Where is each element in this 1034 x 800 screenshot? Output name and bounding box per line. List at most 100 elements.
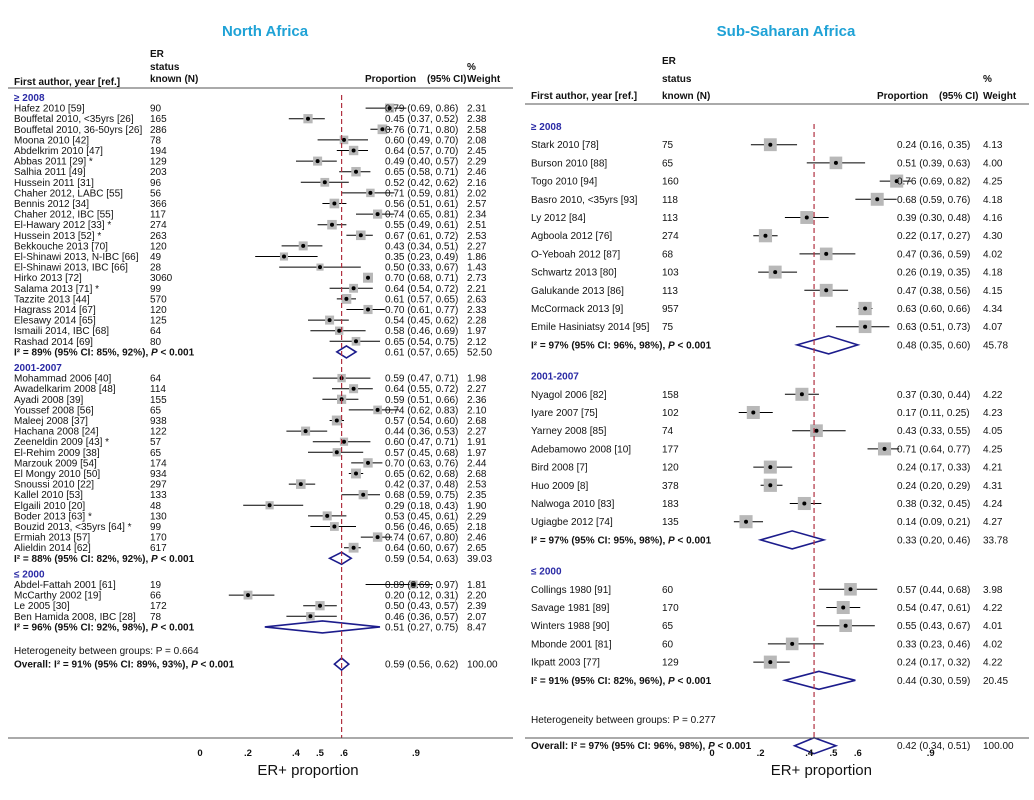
study-n: 75 (662, 140, 674, 151)
weight-value: 2.29 (467, 157, 487, 168)
study-n: 366 (150, 199, 167, 210)
study-row: Adebamowo 2008 [10] 177 0.71 (0.64, 0.77) 4… (531, 442, 1003, 456)
subgroup-summary-row: I² = 97% (95% CI: 95%, 98%), P < 0.001 0.… (531, 530, 1008, 550)
study-row: Elesawy 2014 [65] 125 0.54 (0.45, 0.62) 2.2… (14, 315, 487, 327)
ci-value: 0.59 (0.51, 0.66) (385, 395, 458, 406)
subgroup-summary-row: I² = 96% (95% CI: 92%, 98%), P < 0.001 0.… (14, 620, 487, 634)
point-estimate (246, 593, 250, 598)
study-n: 130 (150, 511, 167, 522)
point-estimate (375, 212, 380, 217)
study-n: 80 (150, 337, 162, 348)
column-header-percent: % (467, 62, 476, 73)
point-estimate (351, 148, 356, 153)
study-row: Hussein 2011 [31] 96 0.52 (0.42, 0.62) 2.16 (14, 178, 487, 189)
study-row: Maleej 2008 [37] 938 0.57 (0.54, 0.60) 2.68 (14, 415, 487, 427)
study-name: Rashad 2014 [69] (14, 337, 93, 348)
study-name: Ugiagbe 2012 [74] (531, 517, 613, 528)
point-estimate (325, 513, 330, 518)
study-n: 160 (662, 177, 679, 188)
study-n: 65 (662, 621, 674, 632)
ci-value: 0.43 (0.33, 0.55) (897, 426, 970, 437)
study-name: Bouffetal 2010, 36-50yrs [26] (14, 125, 142, 136)
summary-weight-value: 20.45 (983, 676, 1008, 687)
study-row: Rashad 2014 [69] 80 0.65 (0.54, 0.75) 2.12 (14, 337, 487, 348)
point-estimate (802, 501, 807, 506)
study-name: Emile Hasiniatsy 2014 [95] (531, 322, 650, 333)
study-row: El Mongy 2010 [50] 934 0.65 (0.62, 0.68) 2.… (14, 468, 487, 480)
x-tick-label: .2 (244, 748, 252, 759)
study-n: 133 (150, 490, 167, 501)
study-row: Collings 1980 [91] 60 0.57 (0.44, 0.68) 3.9… (531, 583, 1003, 596)
ci-value: 0.59 (0.47, 0.71) (385, 374, 458, 385)
overall-weight-value: 100.00 (467, 660, 498, 671)
study-n: 570 (150, 294, 167, 305)
point-estimate (875, 197, 880, 202)
point-estimate (342, 137, 346, 142)
point-estimate (768, 465, 773, 470)
subgroup-label: ≤ 2000 (14, 569, 45, 580)
study-row: Ben Hamida 2008, IBC [28] 78 0.46 (0.36, 0… (14, 612, 487, 623)
summary-diamond (327, 551, 353, 566)
weight-value: 4.18 (983, 195, 1003, 206)
ci-value: 0.49 (0.40, 0.57) (385, 157, 458, 168)
weight-value: 2.63 (467, 294, 487, 305)
study-n: 125 (150, 316, 167, 327)
point-estimate (744, 519, 749, 524)
weight-value: 2.53 (467, 231, 487, 242)
point-estimate (366, 460, 370, 465)
weight-value: 2.65 (467, 543, 487, 554)
study-n: 177 (662, 444, 679, 455)
weight-value: 4.02 (983, 249, 1003, 260)
study-row: Bouffetal 2010, <35yrs [26] 165 0.45 (0.37… (14, 114, 487, 125)
weight-value: 4.22 (983, 658, 1003, 669)
study-row: Hussein 2013 [52] * 263 0.67 (0.61, 0.72) 2… (14, 230, 487, 242)
weight-value: 2.36 (467, 395, 487, 406)
study-row: Burson 2010 [88] 65 0.51 (0.39, 0.63) 4.00 (531, 156, 1003, 169)
overall-row: Overall: I² = 97% (95% CI: 96%, 98%), P … (531, 736, 1014, 755)
x-tick-label: .4 (805, 748, 814, 759)
study-name: El-Hawary 2012 [33] * (14, 220, 111, 231)
point-estimate (768, 142, 773, 147)
subgroup-heterogeneity: I² = 89% (95% CI: 85%, 92%), P < 0.001 (14, 347, 195, 358)
study-n: 64 (150, 374, 162, 385)
study-n: 65 (662, 158, 674, 169)
ci-value: 0.24 (0.17, 0.32) (897, 658, 970, 669)
weight-value: 1.43 (467, 263, 487, 274)
weight-value: 2.07 (467, 612, 487, 623)
ci-value: 0.17 (0.11, 0.25) (897, 408, 970, 419)
study-name: Le 2005 [30] (14, 601, 70, 612)
study-name: Ismaili 2014, IBC [68] (14, 326, 109, 337)
study-row: Ayadi 2008 [39] 155 0.59 (0.51, 0.66) 2.36 (14, 394, 487, 406)
weight-value: 2.68 (467, 469, 487, 480)
study-name: Hussein 2013 [52] * (14, 231, 101, 242)
ci-value: 0.65 (0.58, 0.71) (385, 167, 458, 178)
study-row: Salhia 2011 [49] 203 0.65 (0.58, 0.71) 2.46 (14, 166, 487, 178)
point-estimate (318, 265, 322, 270)
weight-value: 2.46 (467, 533, 487, 544)
ci-value: 0.64 (0.57, 0.70) (385, 146, 458, 157)
x-tick-label: .9 (412, 748, 420, 759)
study-name: Tazzite 2013 [44] (14, 294, 90, 305)
study-row: Nalwoga 2010 [83] 183 0.38 (0.32, 0.45) 4.2… (531, 496, 1003, 511)
study-name: Hirko 2013 [72] (14, 273, 82, 284)
point-estimate (337, 328, 342, 333)
weight-value: 2.39 (467, 601, 487, 612)
overall-weight-value: 100.00 (983, 741, 1014, 752)
study-row: Hirko 2013 [72] 3060 0.70 (0.68, 0.71) 2.73 (14, 272, 487, 284)
column-header-ci: (95% CI) (427, 74, 466, 85)
study-n: 286 (150, 125, 167, 136)
study-n: 135 (662, 517, 679, 528)
study-name: Collings 1980 [91] (531, 585, 611, 596)
summary-diamond (264, 620, 381, 634)
summary-weight-value: 52.50 (467, 347, 492, 358)
x-tick-label: 0 (197, 748, 202, 759)
study-name: McCarthy 2002 [19] (14, 591, 101, 602)
x-axis-label: ER+ proportion (257, 762, 358, 779)
point-estimate (282, 254, 286, 259)
weight-value: 2.16 (467, 178, 487, 189)
study-name: Abbas 2011 [29] * (14, 157, 93, 168)
weight-value: 2.51 (467, 220, 487, 231)
study-row: Chaher 2012, IBC [55] 117 0.74 (0.65, 0.81… (14, 209, 487, 221)
x-tick-label: 0 (709, 748, 714, 759)
study-row: El-Hawary 2012 [33] * 274 0.55 (0.49, 0.61… (14, 219, 487, 231)
